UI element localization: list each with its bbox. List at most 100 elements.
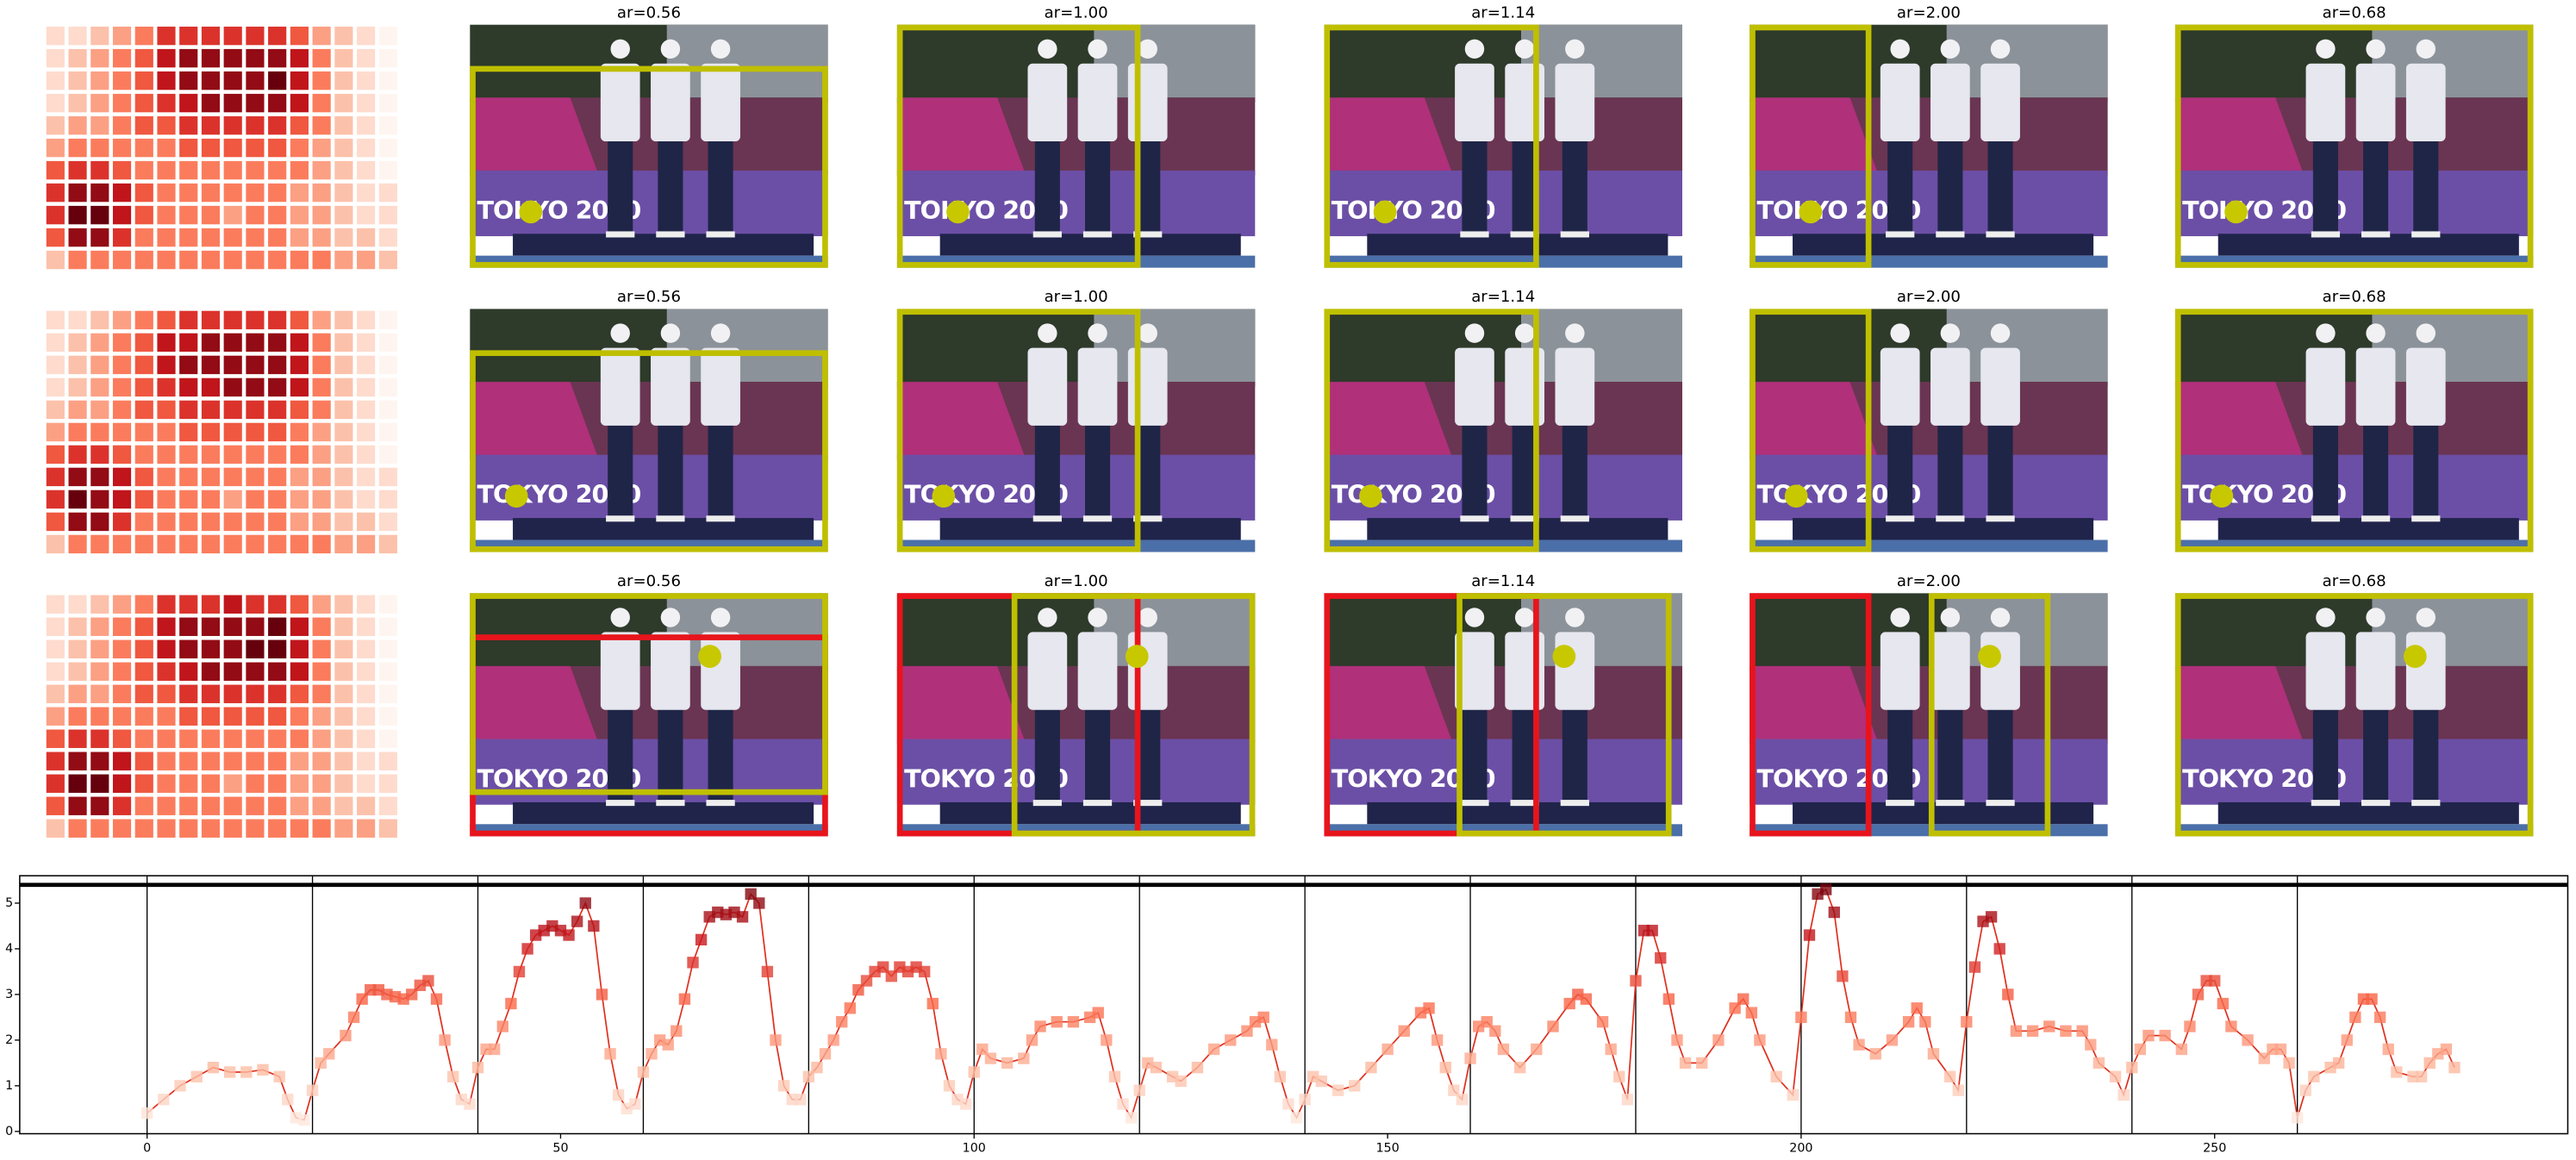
photo-person-shoes	[2361, 231, 2391, 238]
heat-cell	[46, 71, 65, 90]
photo-person-head	[2416, 39, 2436, 59]
heat-cell	[246, 205, 265, 225]
marker	[629, 1098, 641, 1110]
crop-box-yellow	[1456, 593, 1672, 837]
marker	[612, 1088, 625, 1101]
photo-person-jacket	[1077, 63, 1118, 142]
heat-cell	[290, 490, 309, 509]
heat-cell	[357, 26, 376, 46]
focus-dot	[1784, 484, 1808, 508]
marker	[1754, 1034, 1766, 1046]
heat-cell	[223, 26, 242, 46]
heat-cell	[201, 662, 221, 681]
crop-box-yellow	[470, 350, 828, 552]
heat-cell	[268, 400, 287, 420]
marker	[464, 1098, 476, 1110]
heat-cell	[334, 595, 353, 614]
photo-person-legs	[1887, 136, 1913, 234]
heat-cell	[90, 138, 109, 158]
photo-person-legs	[2413, 421, 2439, 519]
heat-cell	[223, 355, 242, 375]
heat-cell	[290, 729, 309, 748]
heat-cell	[134, 310, 153, 330]
marker	[1696, 1057, 1708, 1070]
photo-person-shoes	[1936, 231, 1965, 238]
marker	[695, 933, 708, 946]
photo-person-jacket	[2405, 347, 2446, 426]
heat-cell	[312, 71, 331, 90]
heat-cell	[112, 71, 132, 90]
heat-cell	[223, 752, 242, 770]
photo-person-legs	[1462, 705, 1488, 802]
heat-cell	[112, 595, 132, 614]
panel-title: ar=1.00	[1045, 572, 1108, 590]
heat-cell	[112, 707, 132, 726]
photo: TOKYO 2020	[2174, 309, 2534, 552]
photo-person-shoes	[1082, 515, 1113, 522]
heat-cell	[90, 115, 109, 135]
crop-panel: ar=2.00 TOKYO 2020	[1750, 288, 2108, 552]
heat-cell	[134, 534, 153, 554]
marker	[1315, 1075, 1327, 1088]
heat-cell	[157, 819, 176, 838]
heat-cell	[223, 595, 242, 614]
heat-cell	[179, 48, 198, 68]
heat-cell	[290, 534, 309, 554]
heat-cell	[312, 796, 331, 815]
marker	[827, 1034, 839, 1046]
heat-cell	[357, 422, 376, 442]
heat-cell	[312, 774, 331, 793]
heat-cell	[223, 490, 242, 509]
photo-banner	[2174, 454, 2534, 521]
crop-panel: ar=1.00 TOKYO 2020	[896, 572, 1256, 837]
heat-cell	[157, 377, 176, 397]
heat-cell	[268, 595, 287, 614]
marker	[1662, 993, 1675, 1005]
heat-cell	[157, 595, 176, 614]
y-tick-label: 3	[5, 988, 13, 1001]
heat-cell	[246, 512, 265, 532]
photo-person-head	[1038, 39, 1057, 59]
heat-cell	[246, 355, 265, 375]
heat-cell	[312, 595, 331, 614]
heat-cell	[68, 490, 87, 509]
marker	[1349, 1080, 1361, 1092]
heat-cell	[201, 445, 221, 465]
marker	[521, 943, 533, 955]
heat-cell	[201, 684, 221, 703]
heat-cell	[112, 752, 132, 770]
heat-cell	[201, 819, 221, 838]
heat-cell	[378, 422, 397, 442]
marker	[2308, 1070, 2320, 1082]
marker	[158, 1094, 170, 1106]
heat-cell	[201, 93, 221, 113]
photo-person-jacket	[600, 347, 640, 426]
heat-cell	[90, 205, 109, 225]
marker	[1101, 1034, 1113, 1046]
heat-cell	[157, 138, 176, 158]
heat-cell	[357, 355, 376, 375]
marker	[1820, 883, 1832, 895]
heat-cell	[378, 639, 397, 658]
heat-cell	[46, 205, 65, 225]
marker	[273, 1070, 285, 1082]
marker	[2076, 1025, 2088, 1037]
marker	[2283, 1057, 2295, 1070]
heat-cell	[357, 707, 376, 726]
photo-person-shoes	[1510, 800, 1539, 807]
photo-person-shoes	[2411, 231, 2441, 238]
photo-person-jacket	[2405, 63, 2446, 142]
photo-person-head	[1088, 608, 1107, 627]
heat-cell	[68, 48, 87, 68]
heat-cell	[201, 490, 221, 509]
heat-cell	[334, 48, 353, 68]
heat-cell	[179, 160, 198, 180]
photo-banner	[1750, 454, 2108, 521]
heat-cell	[223, 310, 242, 330]
photo-person-jacket	[1980, 632, 2020, 710]
panel-title: ar=1.14	[1471, 572, 1535, 590]
marker	[207, 1062, 220, 1074]
photo-wall-magenta	[470, 97, 599, 176]
photo-person-shoes	[1936, 800, 1965, 807]
